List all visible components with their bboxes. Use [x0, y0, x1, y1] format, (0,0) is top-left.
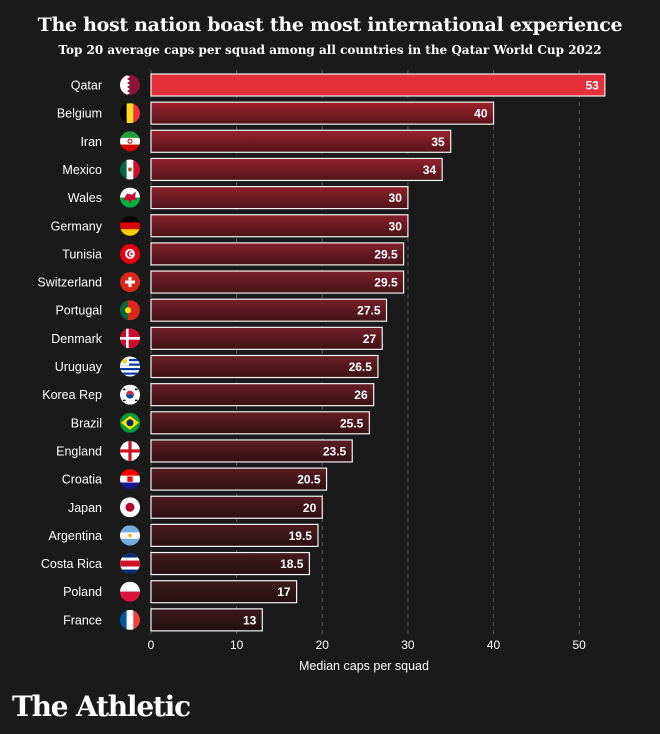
bar: [150, 129, 452, 153]
bar: [150, 157, 443, 182]
value-label: 26: [354, 388, 368, 402]
category-label: Portugal: [55, 304, 102, 318]
value-label: 18.5: [280, 557, 304, 571]
flag-column: [120, 75, 140, 630]
bar: [150, 354, 379, 379]
value-label: 29.5: [374, 276, 398, 290]
x-tick-label: 20: [316, 638, 330, 652]
bars: [150, 73, 606, 632]
germany-flag-icon: [120, 215, 140, 236]
denmark-flag-icon: [120, 328, 140, 349]
value-label: 23.5: [323, 444, 347, 458]
france-flag-icon: [120, 609, 140, 630]
uruguay-flag-icon: [120, 356, 140, 377]
category-label: Korea Rep: [42, 388, 102, 402]
category-label: Germany: [51, 219, 103, 233]
category-label: Denmark: [51, 332, 102, 346]
x-tick-label: 50: [573, 638, 587, 652]
bar: [150, 298, 388, 322]
bar: [150, 580, 298, 604]
category-label: Costa Rica: [41, 557, 102, 571]
chart-title: The host nation boast the most internati…: [37, 14, 623, 36]
value-label: 40: [474, 107, 488, 121]
japan-flag-icon: [120, 497, 140, 518]
bar: [150, 411, 370, 435]
category-label: Croatia: [62, 473, 102, 487]
value-label: 27.5: [357, 304, 381, 318]
croatia-flag-icon: [120, 469, 140, 490]
wales-flag-icon: [120, 187, 140, 208]
argentina-flag-icon: [120, 525, 140, 546]
value-label: 30: [389, 219, 403, 233]
x-tick-label: 0: [148, 638, 155, 652]
england-flag-icon: [120, 440, 140, 461]
bar: [150, 608, 263, 632]
value-label: 20.5: [297, 473, 321, 487]
bar: [150, 214, 409, 238]
value-label: 19.5: [289, 529, 313, 543]
category-label: Wales: [68, 191, 102, 205]
bar: [150, 439, 353, 463]
category-label: Mexico: [62, 163, 102, 177]
bar: [150, 270, 405, 294]
bar: [150, 495, 323, 519]
bar: [150, 186, 409, 210]
brazil-flag-icon: [120, 412, 140, 433]
category-label: Iran: [80, 135, 102, 149]
category-label: Uruguay: [55, 360, 103, 374]
portugal-flag-icon: [120, 300, 140, 321]
chart-subtitle: Top 20 average caps per squad among all …: [58, 43, 602, 57]
category-label: Brazil: [71, 416, 102, 430]
x-tick-label: 30: [401, 638, 415, 652]
value-label: 30: [389, 191, 403, 205]
mexico-flag-icon: [120, 159, 140, 180]
qatar-flag-icon: [120, 75, 140, 95]
category-label: Belgium: [57, 107, 102, 121]
value-label: 26.5: [349, 360, 373, 374]
category-label: England: [56, 444, 102, 458]
x-tick-label: 10: [230, 638, 244, 652]
athletic-logo: The Athletic: [12, 690, 191, 723]
grid-lines: [150, 70, 580, 634]
poland-flag-icon: [120, 581, 140, 602]
bar: [150, 242, 405, 266]
category-label: Tunisia: [62, 247, 102, 261]
category-label: Qatar: [71, 79, 102, 93]
category-label: Switzerland: [37, 276, 102, 290]
costa-rica-flag-icon: [120, 553, 140, 574]
value-label: 17: [277, 585, 291, 599]
bar: [150, 523, 319, 548]
x-tick-labels: 0 10 20 30 40 50: [148, 638, 587, 652]
bar: [150, 551, 311, 576]
bar: [150, 467, 328, 491]
tunisia-flag-icon: [120, 243, 140, 264]
category-label: Japan: [68, 501, 102, 515]
value-label: 27: [363, 332, 377, 346]
value-label: 53: [586, 79, 600, 93]
belgium-flag-icon: [120, 103, 140, 124]
category-label: France: [63, 613, 102, 627]
bar: [150, 73, 606, 97]
value-label: 25.5: [340, 416, 364, 430]
value-label: 29.5: [374, 247, 398, 261]
x-axis-label: Median caps per squad: [299, 659, 429, 673]
bar: [150, 383, 375, 407]
category-labels: Qatar Belgium Iran Mexico Wales Germany Tunisi…: [37, 79, 102, 628]
category-label: Poland: [63, 585, 102, 599]
bar: [150, 101, 495, 125]
iran-flag-icon: [120, 131, 140, 152]
korea-rep-flag-icon: [120, 384, 140, 405]
bar: [150, 326, 383, 350]
value-label: 13: [243, 613, 257, 627]
switzerland-flag-icon: [120, 272, 140, 293]
category-label: Argentina: [48, 529, 102, 543]
value-labels: 53 40 35 34 30 30 29.5 29.5 27.5 27 26.5 26 25.5 23.5…: [243, 79, 599, 628]
x-tick-label: 40: [487, 638, 501, 652]
value-label: 35: [431, 135, 445, 149]
value-label: 20: [303, 501, 317, 515]
value-label: 34: [423, 163, 437, 177]
